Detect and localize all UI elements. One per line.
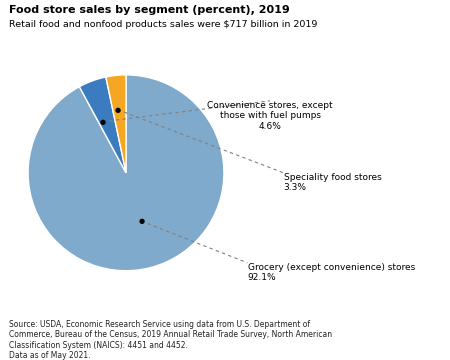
Text: ●: ● [99, 119, 106, 125]
Text: Retail food and nonfood products sales were $717 billion in 2019: Retail food and nonfood products sales w… [9, 20, 317, 29]
Text: Convenience stores, except
those with fuel pumps
4.6%: Convenience stores, except those with fu… [207, 101, 333, 131]
Text: Grocery (except convenience) stores
92.1%: Grocery (except convenience) stores 92.1… [248, 263, 415, 282]
Wedge shape [28, 75, 224, 271]
Text: ●: ● [115, 107, 121, 113]
Wedge shape [79, 77, 126, 173]
Wedge shape [106, 75, 126, 173]
Text: Speciality food stores
3.3%: Speciality food stores 3.3% [284, 173, 381, 192]
Text: Food store sales by segment (percent), 2019: Food store sales by segment (percent), 2… [9, 5, 290, 15]
Text: ●: ● [138, 218, 144, 224]
Text: Source: USDA, Economic Research Service using data from U.S. Department of
Comme: Source: USDA, Economic Research Service … [9, 320, 332, 360]
